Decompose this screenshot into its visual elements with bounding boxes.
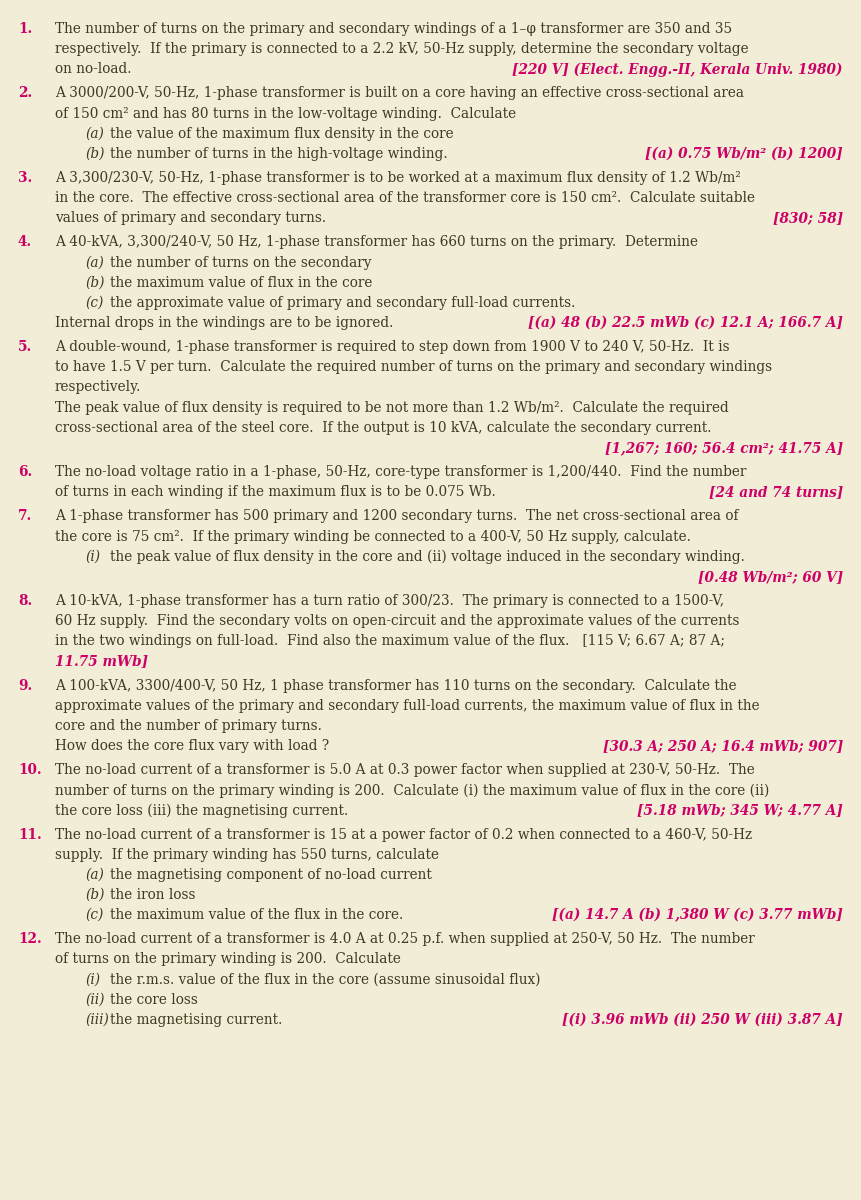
- Text: (c): (c): [85, 296, 103, 310]
- Text: on no-load.: on no-load.: [55, 62, 132, 77]
- Text: 10.: 10.: [18, 763, 41, 778]
- Text: 60 Hz supply.  Find the secondary volts on open-circuit and the approximate valu: 60 Hz supply. Find the secondary volts o…: [55, 614, 740, 628]
- Text: The no-load current of a transformer is 4.0 A at 0.25 p.f. when supplied at 250-: The no-load current of a transformer is …: [55, 932, 755, 947]
- Text: 9.: 9.: [18, 678, 32, 692]
- Text: A 3000/200-V, 50-Hz, 1-phase transformer is built on a core having an effective : A 3000/200-V, 50-Hz, 1-phase transformer…: [55, 86, 744, 101]
- Text: the number of turns in the high-voltage winding.: the number of turns in the high-voltage …: [110, 146, 448, 161]
- Text: the approximate value of primary and secondary full-load currents.: the approximate value of primary and sec…: [110, 296, 575, 310]
- Text: core and the number of primary turns.: core and the number of primary turns.: [55, 719, 322, 733]
- Text: [(a) 48 (b) 22.5 mWb (c) 12.1 A; 166.7 A]: [(a) 48 (b) 22.5 mWb (c) 12.1 A; 166.7 A…: [528, 316, 843, 330]
- Text: [0.48 Wb/m²; 60 V]: [0.48 Wb/m²; 60 V]: [697, 570, 843, 583]
- Text: Internal drops in the windings are to be ignored.: Internal drops in the windings are to be…: [55, 316, 393, 330]
- Text: [(a) 14.7 A (b) 1,380 W (c) 3.77 mWb]: [(a) 14.7 A (b) 1,380 W (c) 3.77 mWb]: [552, 908, 843, 923]
- Text: How does the core flux vary with load ?: How does the core flux vary with load ?: [55, 739, 329, 752]
- Text: 12.: 12.: [18, 932, 41, 947]
- Text: [30.3 A; 250 A; 16.4 mWb; 907]: [30.3 A; 250 A; 16.4 mWb; 907]: [603, 739, 843, 752]
- Text: [(a) 0.75 Wb/m² (b) 1200]: [(a) 0.75 Wb/m² (b) 1200]: [645, 146, 843, 161]
- Text: The no-load current of a transformer is 15 at a power factor of 0.2 when connect: The no-load current of a transformer is …: [55, 828, 753, 841]
- Text: [(i) 3.96 mWb (ii) 250 W (iii) 3.87 A]: [(i) 3.96 mWb (ii) 250 W (iii) 3.87 A]: [562, 1013, 843, 1027]
- Text: 2.: 2.: [18, 86, 32, 101]
- Text: [5.18 mWb; 345 W; 4.77 A]: [5.18 mWb; 345 W; 4.77 A]: [637, 803, 843, 817]
- Text: (i): (i): [85, 550, 100, 564]
- Text: The no-load current of a transformer is 5.0 A at 0.3 power factor when supplied : The no-load current of a transformer is …: [55, 763, 755, 778]
- Text: 8.: 8.: [18, 594, 32, 608]
- Text: the core is 75 cm².  If the primary winding be connected to a 400-V, 50 Hz suppl: the core is 75 cm². If the primary windi…: [55, 529, 691, 544]
- Text: the value of the maximum flux density in the core: the value of the maximum flux density in…: [110, 127, 454, 140]
- Text: 1.: 1.: [18, 22, 32, 36]
- Text: [24 and 74 turns]: [24 and 74 turns]: [709, 485, 843, 499]
- Text: (a): (a): [85, 868, 104, 882]
- Text: respectively.: respectively.: [55, 380, 141, 395]
- Text: (ii): (ii): [85, 992, 104, 1007]
- Text: supply.  If the primary winding has 550 turns, calculate: supply. If the primary winding has 550 t…: [55, 847, 439, 862]
- Text: of turns in each winding if the maximum flux is to be 0.075 Wb.: of turns in each winding if the maximum …: [55, 485, 496, 499]
- Text: respectively.  If the primary is connected to a 2.2 kV, 50-Hz supply, determine : respectively. If the primary is connecte…: [55, 42, 748, 56]
- Text: A 100-kVA, 3300/400-V, 50 Hz, 1 phase transformer has 110 turns on the secondary: A 100-kVA, 3300/400-V, 50 Hz, 1 phase tr…: [55, 678, 737, 692]
- Text: the magnetising current.: the magnetising current.: [110, 1013, 282, 1027]
- Text: the core loss: the core loss: [110, 992, 198, 1007]
- Text: 11.75 mWb]: 11.75 mWb]: [55, 654, 148, 668]
- Text: 4.: 4.: [18, 235, 32, 250]
- Text: A 1-phase transformer has 500 primary and 1200 secondary turns.  The net cross-s: A 1-phase transformer has 500 primary an…: [55, 509, 739, 523]
- Text: the maximum value of the flux in the core.: the maximum value of the flux in the cor…: [110, 908, 403, 922]
- Text: approximate values of the primary and secondary full-load currents, the maximum : approximate values of the primary and se…: [55, 698, 759, 713]
- Text: [1,267; 160; 56.4 cm²; 41.75 A]: [1,267; 160; 56.4 cm²; 41.75 A]: [604, 440, 843, 455]
- Text: (a): (a): [85, 127, 104, 140]
- Text: (b): (b): [85, 888, 104, 902]
- Text: the iron loss: the iron loss: [110, 888, 195, 902]
- Text: (a): (a): [85, 256, 104, 270]
- Text: the maximum value of flux in the core: the maximum value of flux in the core: [110, 276, 372, 289]
- Text: (b): (b): [85, 276, 104, 289]
- Text: [220 V] (Elect. Engg.-II, Kerala Univ. 1980): [220 V] (Elect. Engg.-II, Kerala Univ. 1…: [512, 62, 843, 77]
- Text: A 3,300/230-V, 50-Hz, 1-phase transformer is to be worked at a maximum flux dens: A 3,300/230-V, 50-Hz, 1-phase transforme…: [55, 172, 740, 185]
- Text: 6.: 6.: [18, 466, 32, 479]
- Text: number of turns on the primary winding is 200.  Calculate (i) the maximum value : number of turns on the primary winding i…: [55, 784, 770, 798]
- Text: the peak value of flux density in the core and (ii) voltage induced in the secon: the peak value of flux density in the co…: [110, 550, 745, 564]
- Text: values of primary and secondary turns.: values of primary and secondary turns.: [55, 211, 326, 226]
- Text: in the two windings on full-load.  Find also the maximum value of the flux.   [1: in the two windings on full-load. Find a…: [55, 635, 725, 648]
- Text: [830; 58]: [830; 58]: [773, 211, 843, 226]
- Text: to have 1.5 V per turn.  Calculate the required number of turns on the primary a: to have 1.5 V per turn. Calculate the re…: [55, 360, 772, 374]
- Text: The number of turns on the primary and secondary windings of a 1–φ transformer a: The number of turns on the primary and s…: [55, 22, 732, 36]
- Text: The peak value of flux density is required to be not more than 1.2 Wb/m².  Calcu: The peak value of flux density is requir…: [55, 401, 728, 415]
- Text: A 40-kVA, 3,300/240-V, 50 Hz, 1-phase transformer has 660 turns on the primary. : A 40-kVA, 3,300/240-V, 50 Hz, 1-phase tr…: [55, 235, 698, 250]
- Text: in the core.  The effective cross-sectional area of the transformer core is 150 : in the core. The effective cross-section…: [55, 191, 755, 205]
- Text: the magnetising component of no-load current: the magnetising component of no-load cur…: [110, 868, 432, 882]
- Text: (c): (c): [85, 908, 103, 922]
- Text: of 150 cm² and has 80 turns in the low-voltage winding.  Calculate: of 150 cm² and has 80 turns in the low-v…: [55, 107, 516, 120]
- Text: The no-load voltage ratio in a 1-phase, 50-Hz, core-type transformer is 1,200/44: The no-load voltage ratio in a 1-phase, …: [55, 466, 746, 479]
- Text: the core loss (iii) the magnetising current.: the core loss (iii) the magnetising curr…: [55, 803, 348, 817]
- Text: of turns on the primary winding is 200.  Calculate: of turns on the primary winding is 200. …: [55, 953, 401, 966]
- Text: (iii): (iii): [85, 1013, 108, 1027]
- Text: 3.: 3.: [18, 172, 32, 185]
- Text: cross-sectional area of the steel core.  If the output is 10 kVA, calculate the : cross-sectional area of the steel core. …: [55, 421, 711, 434]
- Text: 11.: 11.: [18, 828, 41, 841]
- Text: A double-wound, 1-phase transformer is required to step down from 1900 V to 240 : A double-wound, 1-phase transformer is r…: [55, 340, 729, 354]
- Text: (i): (i): [85, 972, 100, 986]
- Text: A 10-kVA, 1-phase transformer has a turn ratio of 300/23.  The primary is connec: A 10-kVA, 1-phase transformer has a turn…: [55, 594, 724, 608]
- Text: the number of turns on the secondary: the number of turns on the secondary: [110, 256, 371, 270]
- Text: 7.: 7.: [18, 509, 32, 523]
- Text: (b): (b): [85, 146, 104, 161]
- Text: 5.: 5.: [18, 340, 32, 354]
- Text: the r.m.s. value of the flux in the core (assume sinusoidal flux): the r.m.s. value of the flux in the core…: [110, 972, 541, 986]
